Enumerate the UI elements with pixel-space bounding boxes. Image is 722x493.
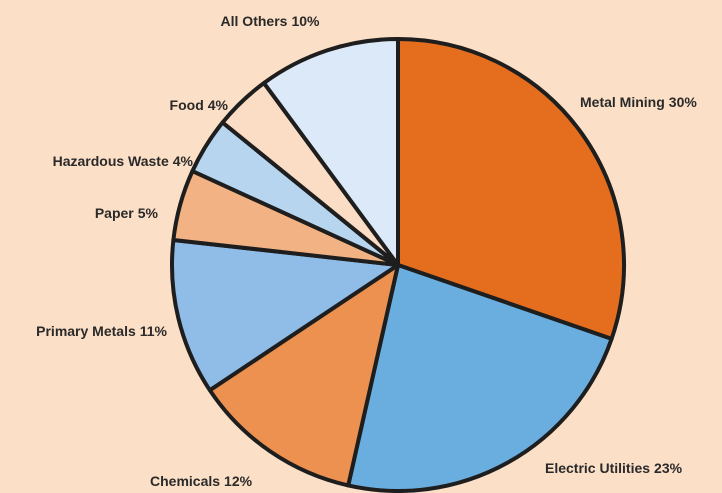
pie-slice	[262, 37, 400, 267]
category-name: Metal Mining	[580, 94, 665, 110]
pie-slice	[207, 263, 400, 488]
pie-slice	[170, 237, 400, 393]
category-name: Hazardous Waste	[53, 153, 169, 169]
value-label: 10%	[291, 13, 320, 29]
slice-label: All Others 10%	[221, 13, 320, 29]
category-name: Paper	[95, 205, 134, 221]
category-name: Electric Utilities	[545, 460, 650, 476]
value-label: 4%	[173, 153, 194, 169]
slice-label: Electric Utilities 23%	[545, 460, 683, 476]
value-label: 11%	[140, 323, 168, 339]
value-label: 4%	[208, 97, 229, 113]
slice-label: Food 4%	[170, 97, 229, 113]
category-name: Food	[170, 97, 204, 113]
slice-label: Chemicals 12%	[150, 473, 253, 489]
slice-label: Metal Mining 30%	[580, 94, 697, 110]
slice-label: Primary Metals 11%	[36, 323, 167, 339]
value-label: 30%	[669, 94, 698, 110]
category-name: All Others	[221, 13, 288, 29]
slice-label: Paper 5%	[95, 205, 159, 221]
value-label: 5%	[138, 205, 159, 221]
slice-label: Hazardous Waste 4%	[53, 153, 194, 169]
pie-slice	[346, 263, 614, 493]
value-label: 23%	[654, 460, 683, 476]
category-name: Chemicals	[150, 473, 220, 489]
pie-slice	[396, 37, 626, 341]
category-name: Primary Metals	[36, 323, 136, 339]
value-label: 12%	[224, 473, 253, 489]
